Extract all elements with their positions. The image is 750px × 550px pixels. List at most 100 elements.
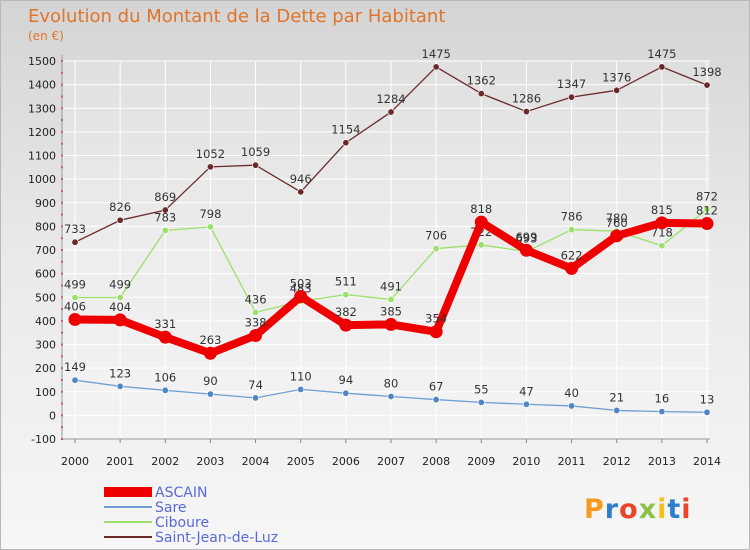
y-tick-label: 500 (35, 291, 56, 304)
data-label-ascain: 699 (515, 230, 537, 244)
data-label-sare: 74 (248, 378, 263, 392)
y-tick-label: 0 (49, 409, 56, 422)
data-point-saint-jean-de-luz (116, 216, 124, 224)
data-label-sare: 13 (700, 392, 715, 406)
y-tick-label: 1100 (28, 150, 56, 163)
data-label-saint-jean-de-luz: 1284 (376, 92, 405, 106)
data-label-ascain: 354 (425, 312, 447, 326)
data-label-ciboure: 718 (651, 226, 673, 240)
data-label-ascain: 331 (154, 317, 176, 331)
data-point-ciboure (568, 226, 576, 234)
data-point-saint-jean-de-luz (658, 63, 666, 71)
data-label-saint-jean-de-luz: 1475 (422, 47, 451, 61)
data-label-sare: 80 (384, 376, 399, 390)
x-tick-label: 2012 (603, 455, 631, 468)
data-label-saint-jean-de-luz: 1376 (602, 70, 631, 84)
data-point-ascain (565, 261, 579, 275)
x-tick-label: 2010 (512, 455, 540, 468)
data-label-ascain: 815 (651, 203, 673, 217)
data-label-ciboure: 483 (290, 281, 312, 295)
legend-label: Ciboure (155, 515, 209, 531)
data-label-sare: 106 (154, 370, 176, 384)
data-label-sare: 16 (655, 392, 670, 406)
data-point-sare (658, 408, 666, 416)
legend-label: Sare (155, 500, 187, 516)
x-tick-label: 2011 (558, 455, 586, 468)
x-tick-label: 2013 (648, 455, 676, 468)
series-sare: 149 123 106 90 74 110 94 80 67 55 47 40 21 16 13 (64, 360, 715, 416)
data-label-ciboure: 706 (425, 229, 447, 243)
data-label-saint-jean-de-luz: 946 (290, 172, 312, 186)
series-ascain: 406 404 331 263 338 503 382 385 354 818 699 622 760 8… (64, 202, 718, 360)
data-label-saint-jean-de-luz: 1154 (331, 123, 360, 137)
data-label-ascain: 338 (245, 316, 267, 330)
data-point-ciboure (703, 205, 711, 213)
data-point-ascain (158, 330, 172, 344)
data-point-saint-jean-de-luz (252, 161, 260, 169)
y-tick-label: 200 (35, 362, 56, 375)
data-point-sare (522, 400, 530, 408)
data-point-sare (613, 406, 621, 414)
data-point-sare (387, 392, 395, 400)
data-label-ciboure: 786 (561, 210, 583, 224)
data-label-ciboure: 491 (380, 279, 402, 293)
data-label-ascain: 404 (109, 300, 131, 314)
x-tick-label: 2000 (61, 455, 89, 468)
data-label-ciboure: 780 (606, 211, 628, 225)
data-point-ciboure (116, 293, 124, 301)
data-label-sare: 110 (290, 369, 312, 383)
data-point-ascain (519, 243, 533, 257)
data-point-ascain (700, 217, 714, 231)
y-tick-label: 600 (35, 268, 56, 281)
y-tick-label: 1400 (28, 79, 56, 92)
data-point-ascain (429, 325, 443, 339)
y-tick-label: 300 (35, 339, 56, 352)
data-point-ascain (249, 329, 263, 343)
data-label-saint-jean-de-luz: 733 (64, 222, 86, 236)
data-label-sare: 67 (429, 380, 444, 394)
data-point-sare (568, 402, 576, 410)
data-label-ascain: 818 (470, 202, 492, 216)
x-tick-label: 2005 (287, 455, 315, 468)
data-label-saint-jean-de-luz: 869 (154, 190, 176, 204)
data-label-ciboure: 436 (245, 292, 267, 306)
logo-letter: P (584, 494, 605, 525)
data-label-sare: 21 (609, 390, 624, 404)
logo-letter: i (657, 494, 667, 525)
data-label-saint-jean-de-luz: 1362 (467, 74, 496, 88)
logo-text: Proxiti (584, 494, 692, 525)
data-point-saint-jean-de-luz (477, 90, 485, 98)
logo-letter: t (667, 494, 681, 525)
y-tick-label: 1300 (28, 102, 56, 115)
data-label-saint-jean-de-luz: 1052 (196, 147, 225, 161)
data-point-ciboure (658, 242, 666, 250)
data-label-sare: 90 (203, 374, 218, 388)
y-tick-label: 1500 (28, 55, 56, 68)
chart-subtitle: (en €) (28, 29, 64, 43)
data-point-saint-jean-de-luz (613, 86, 621, 94)
data-label-ciboure: 499 (64, 277, 86, 291)
data-label-ciboure: 511 (335, 275, 357, 289)
x-tick-label: 2001 (106, 455, 134, 468)
data-label-ascain: 622 (561, 248, 583, 262)
data-point-ciboure (161, 226, 169, 234)
series-group: 733 826 869 1052 1059 946 1154 1284 1475 1362 1286… (64, 47, 722, 416)
data-point-ascain (68, 312, 82, 326)
y-tick-label: 900 (35, 197, 56, 210)
data-label-ascain: 263 (199, 333, 221, 347)
data-label-ascain: 760 (606, 216, 628, 230)
data-point-ciboure (477, 241, 485, 249)
data-point-saint-jean-de-luz (432, 63, 440, 71)
data-label-ciboure: 783 (154, 210, 176, 224)
x-tick-label: 2009 (467, 455, 495, 468)
logo-letter: i (681, 494, 691, 525)
data-label-saint-jean-de-luz: 1347 (557, 77, 586, 91)
x-tick-label: 2007 (377, 455, 405, 468)
chart-title: Evolution du Montant de la Dette par Hab… (28, 6, 445, 27)
y-tick-label: 700 (35, 244, 56, 257)
data-point-saint-jean-de-luz (297, 188, 305, 196)
x-tick-label: 2008 (422, 455, 450, 468)
